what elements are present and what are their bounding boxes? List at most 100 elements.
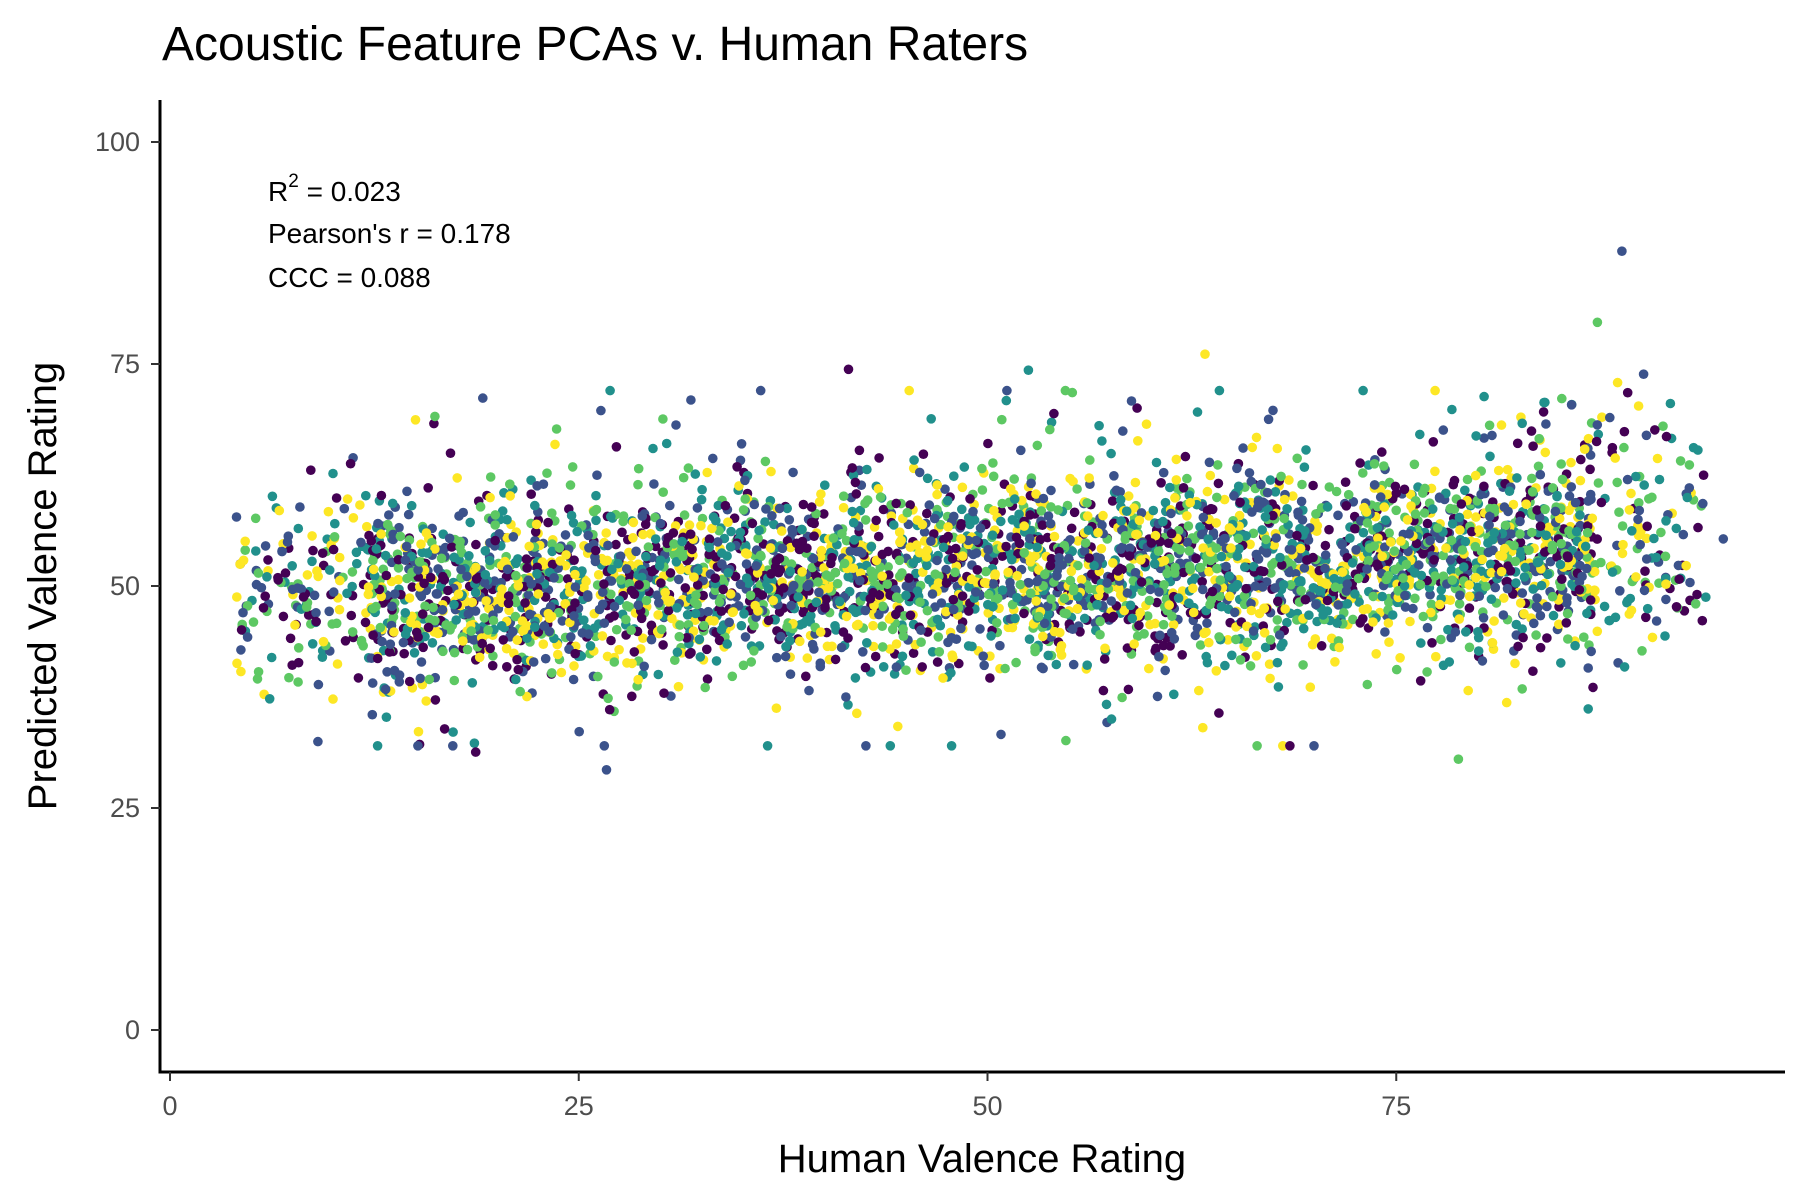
data-point bbox=[1182, 537, 1193, 548]
data-point bbox=[513, 581, 524, 591]
data-point bbox=[1528, 584, 1538, 594]
data-point bbox=[498, 635, 509, 645]
data-point bbox=[703, 606, 713, 617]
data-point bbox=[1542, 601, 1552, 612]
data-point bbox=[919, 527, 930, 537]
data-point bbox=[1007, 515, 1018, 525]
data-point bbox=[416, 591, 427, 602]
data-point bbox=[1082, 660, 1092, 670]
data-point bbox=[1270, 487, 1281, 497]
data-point bbox=[947, 553, 958, 564]
data-point bbox=[1432, 523, 1443, 533]
data-point bbox=[1718, 534, 1729, 544]
data-point bbox=[996, 729, 1006, 740]
x-tick-label: 0 bbox=[162, 1091, 177, 1121]
data-point bbox=[401, 541, 412, 552]
data-point bbox=[924, 500, 935, 510]
data-point bbox=[340, 636, 351, 646]
data-point bbox=[1144, 663, 1154, 674]
data-point bbox=[590, 545, 601, 556]
data-point bbox=[1114, 583, 1124, 594]
data-point bbox=[1311, 509, 1321, 519]
data-point bbox=[771, 556, 782, 566]
data-point bbox=[877, 621, 887, 631]
data-point bbox=[429, 418, 439, 429]
data-point bbox=[633, 674, 643, 685]
data-point bbox=[809, 531, 819, 541]
data-point bbox=[1498, 610, 1509, 620]
data-point bbox=[740, 475, 750, 486]
data-point bbox=[1384, 528, 1394, 538]
data-point bbox=[1121, 506, 1132, 516]
data-point bbox=[774, 607, 785, 617]
data-point bbox=[1134, 515, 1145, 526]
data-point bbox=[238, 607, 248, 618]
data-point bbox=[428, 602, 438, 613]
data-point bbox=[463, 609, 474, 619]
data-point bbox=[1083, 525, 1094, 535]
data-point bbox=[603, 540, 613, 551]
data-point bbox=[611, 539, 621, 550]
data-point bbox=[786, 600, 796, 611]
data-point bbox=[502, 662, 512, 672]
data-point bbox=[1194, 685, 1204, 696]
data-point bbox=[515, 686, 525, 697]
data-point bbox=[324, 565, 335, 575]
data-point bbox=[1213, 478, 1224, 489]
data-point bbox=[485, 492, 495, 503]
data-point bbox=[1271, 533, 1281, 543]
data-point bbox=[448, 727, 458, 737]
data-point bbox=[677, 536, 687, 547]
data-point bbox=[1508, 499, 1519, 510]
chart-title: Acoustic Feature PCAs v. Human Raters bbox=[162, 18, 1028, 71]
data-point bbox=[1535, 610, 1546, 621]
data-point bbox=[464, 551, 474, 561]
data-point bbox=[1165, 641, 1175, 651]
data-point bbox=[1651, 552, 1661, 563]
data-point bbox=[801, 671, 811, 682]
data-point bbox=[661, 438, 672, 449]
data-point bbox=[508, 532, 519, 542]
data-point bbox=[956, 623, 966, 634]
data-point bbox=[1457, 545, 1468, 555]
data-point bbox=[334, 552, 345, 563]
data-point bbox=[793, 592, 803, 602]
data-point bbox=[1297, 515, 1308, 525]
data-point bbox=[738, 505, 749, 515]
data-point bbox=[1496, 420, 1507, 430]
data-point bbox=[542, 468, 552, 479]
data-point bbox=[1570, 640, 1580, 651]
data-point bbox=[1095, 616, 1105, 627]
data-point bbox=[696, 494, 707, 505]
data-point bbox=[1224, 591, 1235, 602]
data-point bbox=[985, 673, 995, 683]
data-point bbox=[692, 580, 703, 590]
data-point bbox=[965, 494, 975, 504]
data-point bbox=[390, 589, 400, 599]
data-point bbox=[1025, 510, 1035, 520]
data-point bbox=[532, 569, 542, 579]
data-point bbox=[572, 526, 582, 537]
data-point bbox=[1517, 418, 1527, 429]
data-point bbox=[673, 574, 684, 585]
data-point bbox=[673, 681, 684, 692]
data-point bbox=[1449, 504, 1460, 514]
data-point bbox=[735, 579, 746, 590]
data-point bbox=[611, 442, 622, 452]
data-point bbox=[1151, 457, 1162, 468]
data-point bbox=[522, 563, 532, 573]
data-point bbox=[298, 592, 309, 602]
data-point bbox=[1342, 579, 1353, 589]
data-point bbox=[1380, 515, 1391, 525]
data-point bbox=[871, 515, 881, 526]
data-point bbox=[582, 590, 593, 600]
data-point bbox=[827, 641, 837, 652]
data-point bbox=[948, 652, 958, 663]
data-point bbox=[709, 616, 719, 626]
data-point bbox=[843, 364, 854, 375]
data-point bbox=[841, 692, 851, 702]
data-point bbox=[1447, 404, 1457, 415]
data-point bbox=[436, 553, 447, 564]
data-point bbox=[393, 554, 404, 565]
